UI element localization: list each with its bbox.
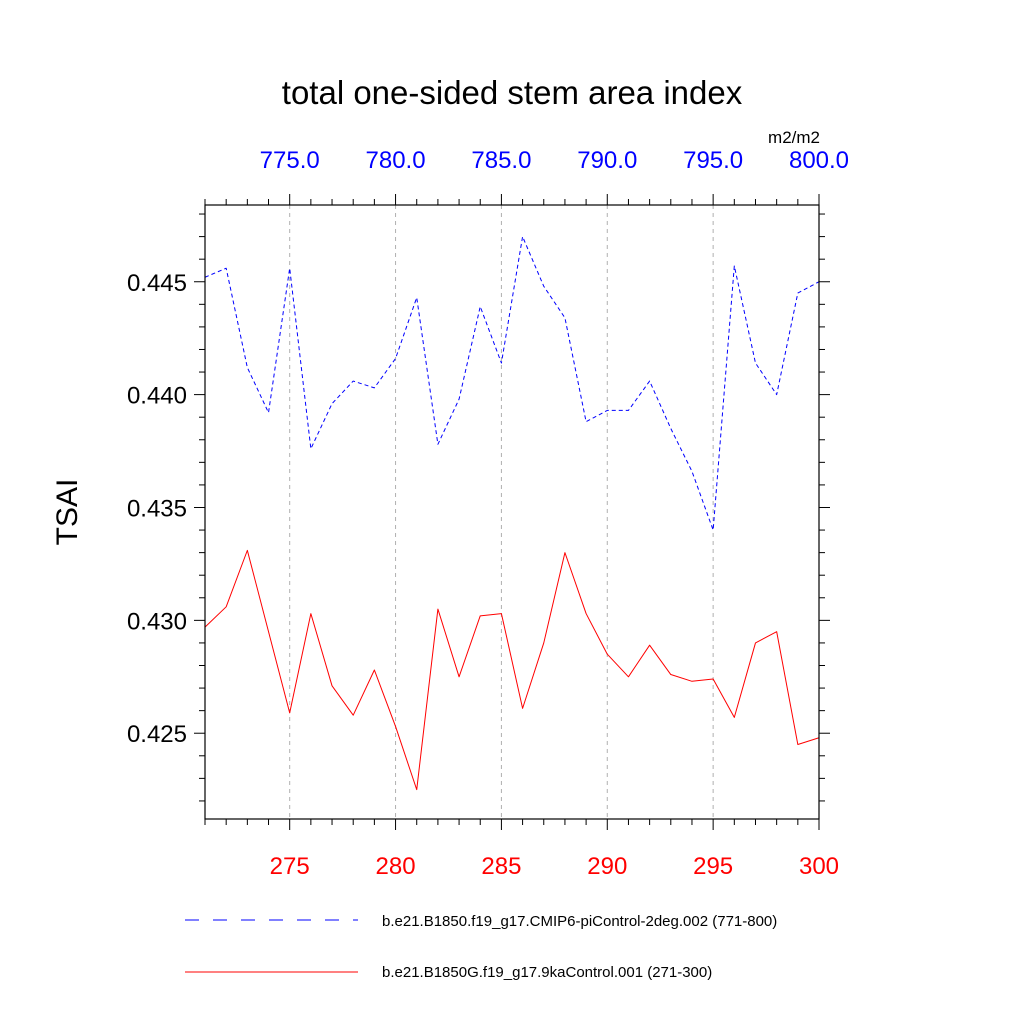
series-line-red (204, 549, 820, 791)
y-tick-label: 0.425 (127, 721, 187, 748)
series-line-blue (204, 236, 820, 531)
x-top-tick-label: 800.0 (789, 147, 849, 174)
legend-label-red: b.e21.B1850G.f19_g17.9kaControl.001 (271… (382, 964, 712, 981)
x-top-tick-label: 785.0 (471, 147, 531, 174)
x-top-tick-label: 780.0 (366, 147, 426, 174)
axis-tick-labels: 0.425 0.430 0.435 0.440 0.445 275 280 285 290 295… (127, 147, 849, 880)
axis-ticks (194, 194, 830, 830)
x-bottom-tick-label: 300 (799, 853, 839, 880)
y-axis-label: TSAI (51, 479, 84, 546)
y-tick-label: 0.430 (127, 608, 187, 635)
x-bottom-tick-label: 285 (481, 853, 521, 880)
y-tick-label: 0.435 (127, 495, 187, 522)
x-top-tick-label: 790.0 (577, 147, 637, 174)
x-bottom-tick-label: 275 (270, 853, 310, 880)
legend-label-blue: b.e21.B1850.f19_g17.CMIP6-piControl-2deg… (382, 913, 777, 930)
legend: b.e21.B1850.f19_g17.CMIP6-piControl-2deg… (185, 913, 777, 981)
series-layer (204, 236, 820, 791)
y-tick-label: 0.445 (127, 270, 187, 297)
plot-frame (204, 204, 820, 820)
x-bottom-tick-label: 290 (587, 853, 627, 880)
x-bottom-tick-label: 280 (376, 853, 416, 880)
y-tick-label: 0.440 (127, 383, 187, 410)
grid-lines (289, 205, 714, 819)
x-top-tick-label: 775.0 (260, 147, 320, 174)
units-label: m2/m2 (768, 128, 820, 147)
chart-title: total one-sided stem area index (282, 74, 743, 111)
x-bottom-tick-label: 295 (693, 853, 733, 880)
x-top-tick-label: 795.0 (683, 147, 743, 174)
